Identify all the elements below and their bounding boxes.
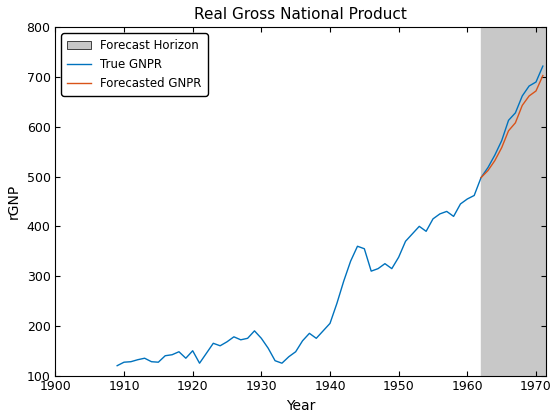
X-axis label: Year: Year <box>286 399 315 413</box>
Bar <box>481 27 550 375</box>
Title: Real Gross National Product: Real Gross National Product <box>194 7 407 22</box>
Y-axis label: rGNP: rGNP <box>7 184 21 219</box>
Legend: Forecast Horizon, True GNPR, Forecasted GNPR: Forecast Horizon, True GNPR, Forecasted … <box>61 33 208 96</box>
